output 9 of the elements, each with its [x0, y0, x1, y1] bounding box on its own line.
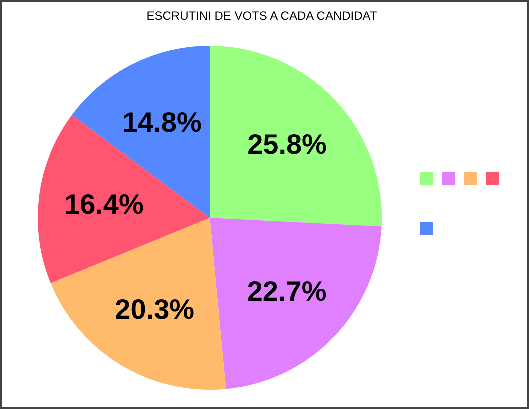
- data-label: 22.7%: [247, 276, 327, 308]
- chart-title: ESCRUTINI DE VOTS A CADA CANDIDAT: [146, 9, 378, 23]
- pie-slice: [210, 218, 382, 390]
- data-label: 25.8%: [248, 129, 328, 160]
- pie-slice: [210, 46, 382, 227]
- data-label: 20.3%: [115, 294, 195, 325]
- pie-slice: [50, 218, 226, 390]
- data-label: 14.8%: [122, 107, 202, 138]
- data-label: 16.4%: [64, 189, 144, 220]
